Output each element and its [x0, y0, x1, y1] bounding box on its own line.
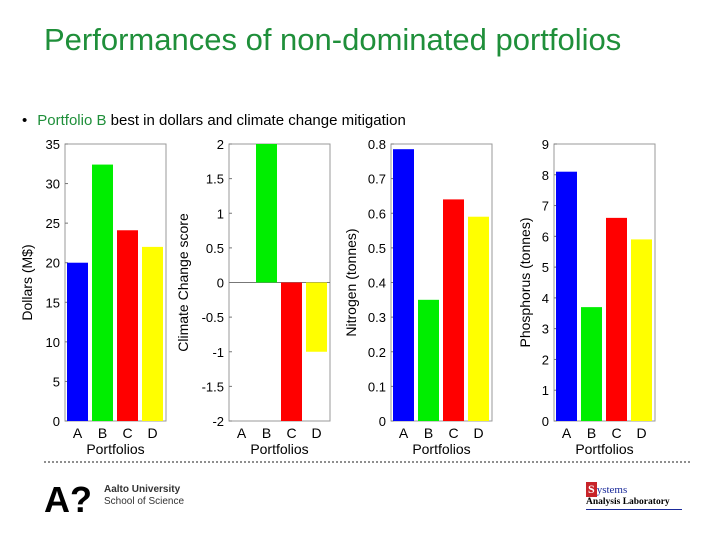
chart-4-xlabel: Portfolios — [575, 441, 633, 457]
aalto-university-label: Aalto University School of Science — [104, 484, 184, 508]
chart-3-ytick-label: 0.8 — [368, 137, 386, 152]
chart-1-ytick-label: 10 — [46, 335, 60, 350]
chart-2-bar-c — [281, 282, 302, 421]
chart-3-ytick-label: 0.2 — [368, 345, 386, 360]
chart-2-ytick-label: -1.5 — [202, 379, 224, 394]
chart-4-ylabel: Phosphorus (tonnes) — [517, 218, 533, 348]
chart-2-ytick-label: -1 — [212, 345, 224, 360]
chart-2-ytick-label: 1.5 — [206, 172, 224, 187]
chart-2-xlabel: Portfolios — [250, 441, 308, 457]
chart-4-bar-c — [606, 217, 627, 421]
chart-4-ytick-label: 4 — [542, 291, 549, 306]
chart-4-category-b: B — [587, 425, 596, 441]
chart-3-bar-a — [393, 149, 414, 421]
chart-3-bar-d — [468, 216, 489, 421]
bullet-symbol: • — [22, 112, 28, 129]
chart-3-ytick-label: 0.3 — [368, 310, 386, 325]
chart-1-bar-c — [117, 230, 138, 421]
chart-3-bar-b — [418, 299, 439, 421]
chart-4-ytick-label: 2 — [542, 352, 549, 367]
chart-3-bar-c — [443, 199, 464, 421]
chart-3-category-a: A — [399, 425, 409, 441]
chart-4-bar-d — [631, 239, 652, 421]
chart-1-category-b: B — [98, 425, 107, 441]
chart-3-category-b: B — [424, 425, 433, 441]
chart-2-bar-d — [306, 282, 327, 352]
chart-4-ytick-label: 3 — [542, 322, 549, 337]
chart-4-ytick-label: 7 — [542, 199, 549, 214]
chart-4-ytick-label: 5 — [542, 260, 549, 275]
chart-1-bar-b — [92, 164, 113, 421]
aalto-logo-text: A? — [44, 480, 92, 516]
chart-3-ylabel: Nitrogen (tonnes) — [343, 228, 359, 336]
chart-1-ytick-label: 0 — [53, 414, 60, 429]
aalto-logo-icon: A? — [44, 480, 92, 516]
chart-1-ytick-label: 20 — [46, 256, 60, 271]
chart-1-category-c: C — [122, 425, 132, 441]
sal-s-mark: S — [586, 482, 597, 497]
chart-4-bar-b — [581, 307, 602, 421]
chart-1-ytick-label: 15 — [46, 295, 60, 310]
chart-2-ytick-label: -0.5 — [202, 310, 224, 325]
chart-1-xlabel: Portfolios — [86, 441, 144, 457]
chart-4-ytick-label: 0 — [542, 414, 549, 429]
chart-1-ytick-label: 30 — [46, 177, 60, 192]
chart-3-ytick-label: 0.7 — [368, 172, 386, 187]
chart-3-category-c: C — [448, 425, 458, 441]
chart-2-category-a: A — [237, 425, 247, 441]
chart-1-bar-a — [67, 262, 88, 421]
chart-3-xlabel: Portfolios — [412, 441, 470, 457]
chart-3-ytick-label: 0.6 — [368, 206, 386, 221]
chart-3-category-d: D — [473, 425, 483, 441]
chart-3-ytick-label: 0.5 — [368, 241, 386, 256]
chart-2-category-c: C — [286, 425, 296, 441]
sal-line-2: Analysis Laboratory — [586, 497, 682, 510]
chart-4-bar-a — [556, 171, 577, 421]
chart-2-category-b: B — [262, 425, 271, 441]
chart-1-bar-d — [142, 246, 163, 421]
chart-4-ytick-label: 6 — [542, 229, 549, 244]
chart-1-ytick-label: 25 — [46, 216, 60, 231]
chart-2-ytick-label: 1 — [217, 206, 224, 221]
chart-4-ytick-label: 8 — [542, 168, 549, 183]
chart-2-ytick-label: 2 — [217, 137, 224, 152]
chart-3-ytick-label: 0 — [379, 414, 386, 429]
chart-4-ytick-label: 9 — [542, 137, 549, 152]
chart-4-category-c: C — [611, 425, 621, 441]
chart-4-category-d: D — [636, 425, 646, 441]
chart-2-ytick-label: -2 — [212, 414, 224, 429]
chart-1-frame — [64, 143, 167, 422]
slide-title: Performances of non-dominated portfolios — [44, 22, 622, 57]
chart-2-ytick-label: 0.5 — [206, 241, 224, 256]
chart-2-ylabel: Climate Change score — [175, 213, 191, 352]
bullet-highlight: Portfolio B — [37, 112, 107, 129]
chart-3-ytick-label: 0.4 — [368, 276, 386, 291]
aalto-line-2: School of Science — [104, 496, 185, 507]
chart-1-ylabel: Dollars (M$) — [19, 244, 35, 320]
chart-2-ytick-label: 0 — [217, 276, 224, 291]
chart-4-category-a: A — [562, 425, 572, 441]
chart-4-frame — [553, 143, 656, 422]
sal-line-1: ystems — [596, 484, 628, 496]
chart-2-category-d: D — [311, 425, 321, 441]
chart-3-ytick-label: 0.1 — [368, 379, 386, 394]
chart-1-ytick-label: 5 — [53, 374, 60, 389]
footer-divider — [44, 461, 690, 463]
chart-1-ytick-label: 35 — [46, 137, 60, 152]
chart-1-category-a: A — [73, 425, 83, 441]
chart-1-category-d: D — [147, 425, 157, 441]
aalto-line-1: Aalto University — [104, 484, 181, 495]
chart-4-ytick-label: 1 — [542, 383, 549, 398]
bullet-point: • Portfolio B best in dollars and climate… — [22, 112, 406, 129]
chart-2-bar-b — [256, 144, 277, 283]
bullet-text: best in dollars and climate change mitig… — [106, 112, 406, 129]
